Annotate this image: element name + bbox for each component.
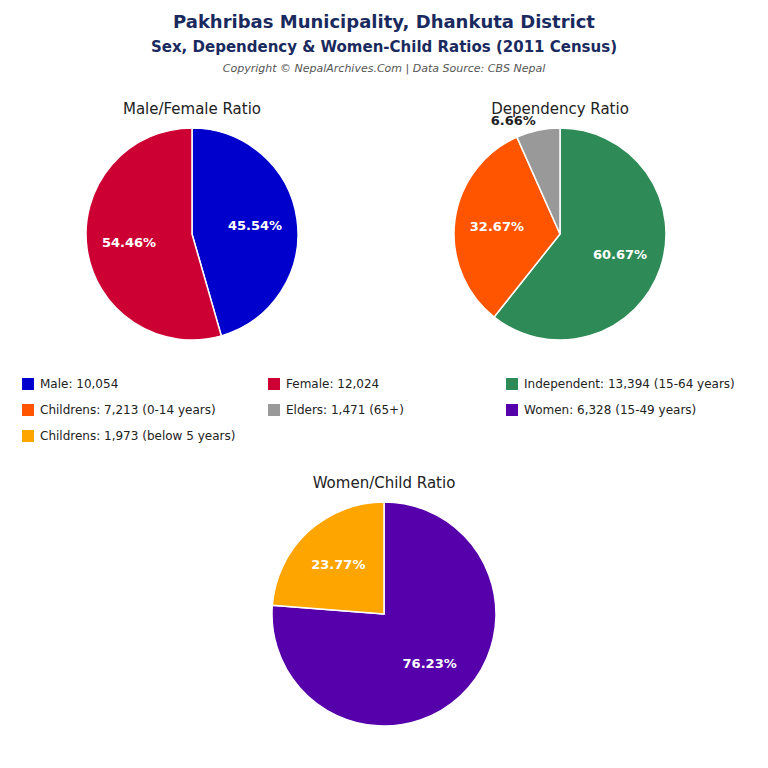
pie-slice [272, 502, 496, 726]
legend-swatch [22, 404, 34, 416]
slices [454, 128, 666, 340]
legend-label: Elders: 1,471 (65+) [286, 403, 404, 417]
legend-swatch [506, 378, 518, 390]
data-label: 54.46% [102, 235, 156, 250]
legend-label: Childrens: 7,213 (0-14 years) [40, 403, 216, 417]
data-label: 32.67% [470, 219, 524, 234]
slices [86, 128, 298, 340]
pie-chart: Women/Child Ratio 76.23% 23.77% [272, 474, 496, 726]
legend-item: Independent: 13,394 (15-64 years) [506, 377, 735, 391]
chart-title: Male/Female Ratio [123, 100, 261, 118]
legend-item: Childrens: 1,973 (below 5 years) [22, 429, 235, 443]
data-label: 60.67% [593, 247, 647, 262]
data-label: 23.77% [311, 557, 365, 572]
legend-label: Male: 10,054 [40, 377, 118, 391]
pie-chart: Dependency Ratio60.67%32.67%6.66% [454, 100, 666, 340]
data-labels: 76.23% 23.77% [311, 557, 456, 671]
pie-slice [86, 128, 221, 340]
legend-label: Female: 12,024 [286, 377, 379, 391]
page: {"title": "Pakhribas Municipality, Dhank… [0, 0, 768, 768]
legend: Male: 10,054 Female: 12,024 Independent: 1… [22, 377, 735, 443]
legend-swatch [22, 430, 34, 442]
data-labels: 45.54% 54.46% [102, 218, 282, 251]
chart-root: Pakhribas Municipality, Dhankuta Distric… [0, 0, 768, 768]
legend-item: Male: 10,054 [22, 377, 118, 391]
legend-item: Elders: 1,471 (65+) [268, 403, 404, 417]
slices [272, 502, 496, 726]
data-label: 76.23% [403, 656, 457, 671]
annotation: Copyright © NepalArchives.Com | Data Sou… [223, 62, 545, 75]
legend-item: Childrens: 7,213 (0-14 years) [22, 403, 216, 417]
legend-label: Childrens: 1,973 (below 5 years) [40, 429, 235, 443]
title: Pakhribas Municipality, Dhankuta Distric… [173, 11, 595, 32]
legend-item: Female: 12,024 [268, 377, 379, 391]
legend-swatch [22, 378, 34, 390]
chart-title: Women/Child Ratio [313, 474, 456, 492]
subtitle: Sex, Dependency & Women-Child Ratios (20… [151, 38, 617, 56]
legend-label: Women: 6,328 (15-49 years) [524, 403, 696, 417]
legend-swatch [506, 404, 518, 416]
background [0, 0, 768, 768]
data-labels: 60.67% 32.67% 6.66% [470, 113, 647, 262]
legend-swatch [268, 404, 280, 416]
legend-label: Independent: 13,394 (15-64 years) [524, 377, 735, 391]
legend-swatch [268, 378, 280, 390]
data-label: 6.66% [491, 113, 536, 128]
legend-item: Women: 6,328 (15-49 years) [506, 403, 696, 417]
data-label: 45.54% [228, 218, 282, 233]
pie-slice [272, 502, 384, 614]
header: Pakhribas Municipality, Dhankuta Distric… [151, 11, 617, 75]
pie-chart: Male/Female Ratio 45.54% 54.46% [86, 100, 298, 340]
